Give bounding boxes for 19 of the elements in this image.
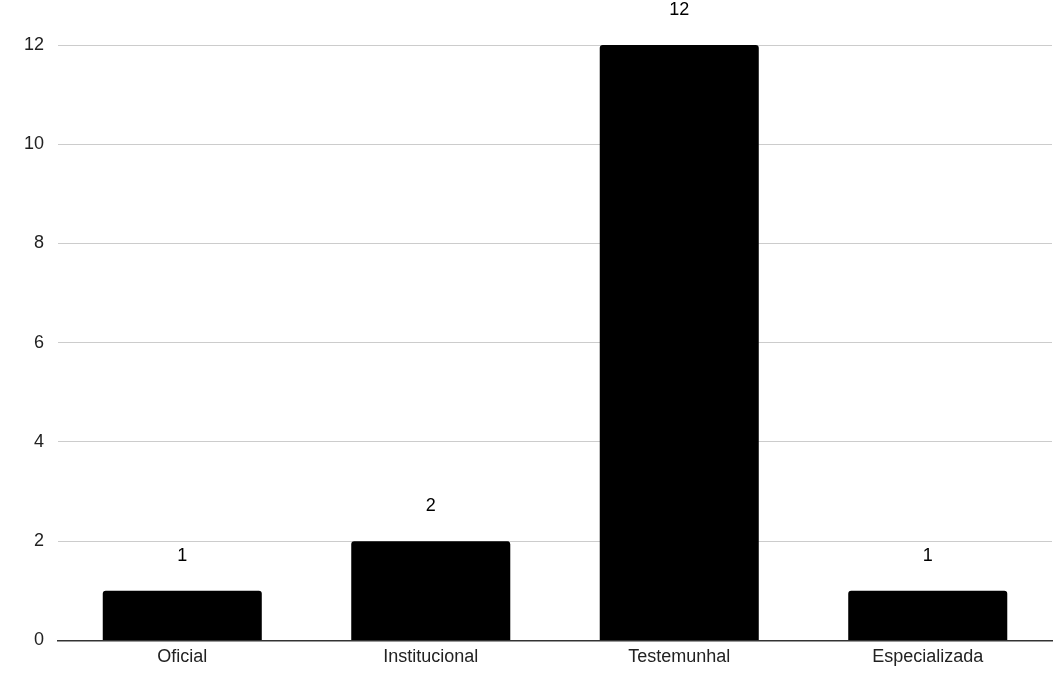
x-tick-label: Oficial <box>157 646 208 667</box>
x-tick-label: Institucional <box>383 646 479 667</box>
bar <box>351 541 511 640</box>
bar <box>599 45 759 640</box>
y-tick-label: 0 <box>34 629 45 650</box>
y-tick-label: 8 <box>34 232 45 253</box>
data-label: 12 <box>669 0 690 19</box>
bar <box>102 590 262 640</box>
y-tick-label: 12 <box>23 33 45 54</box>
x-tick-label: Especializada <box>872 646 985 667</box>
x-tick-label: Testemunhal <box>628 646 731 667</box>
y-tick-label: 2 <box>34 530 45 551</box>
y-tick-label: 4 <box>34 430 45 451</box>
y-tick-label: 10 <box>23 133 45 154</box>
bar <box>848 590 1008 640</box>
data-label: 2 <box>425 495 436 516</box>
data-label: 1 <box>177 544 188 565</box>
y-tick-label: 6 <box>34 331 45 352</box>
data-label: 1 <box>922 544 933 565</box>
